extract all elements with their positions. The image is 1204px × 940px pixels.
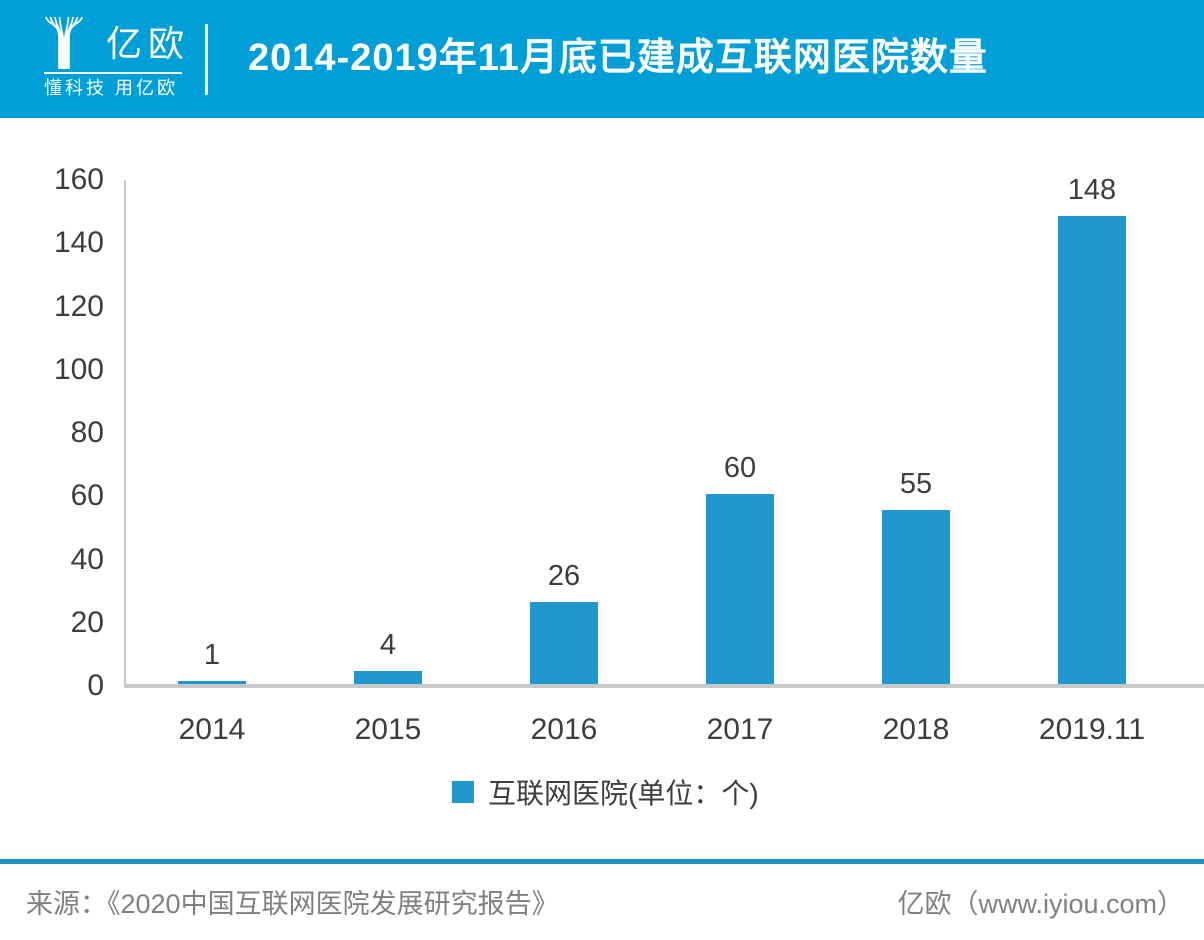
bar-2016 [530, 602, 598, 684]
x-axis-line [124, 684, 1204, 688]
chart-legend: 互联网医院(单位：个) [452, 772, 759, 812]
y-axis-tick-label: 100 [53, 352, 104, 386]
x-axis-tick-label: 2017 [706, 713, 774, 746]
bar-2019.11 [1058, 216, 1126, 684]
bar-value-label: 148 [1067, 174, 1117, 206]
bar-chart: 互联网医院(单位：个) 0 20 40 60 80 100 120 140 160 1 2014 4 2… [0, 118, 1204, 848]
x-axis-tick-label: 2019.11 [1038, 713, 1146, 746]
bar-2014 [178, 681, 246, 684]
x-axis-tick-label: 2015 [354, 713, 422, 746]
iyiou-logo-icon [45, 16, 83, 69]
bar-2015 [354, 671, 422, 684]
logo-wordmark: 亿欧 [106, 23, 191, 64]
x-axis-tick-label: 2018 [882, 713, 950, 746]
header-banner: 亿欧 懂科技 用亿欧 2014-2019年11月底已建成互联网医院数量 [0, 0, 1204, 118]
bar-2017 [706, 494, 774, 684]
bar-value-label: 26 [547, 560, 581, 592]
logo-underline [44, 72, 182, 74]
bar-value-label: 4 [379, 629, 397, 661]
x-axis-tick-label: 2014 [178, 713, 246, 746]
y-axis-tick-label: 160 [53, 163, 104, 196]
brand-url-text: 亿欧（www.iyiou.com） [897, 889, 1184, 919]
bar-value-label: 60 [723, 452, 757, 484]
y-axis-line [124, 180, 126, 688]
legend-color-swatch [452, 781, 474, 803]
source-text: 来源：《2020中国互联网医院发展研究报告》 [26, 889, 559, 919]
y-axis-tick-label: 80 [70, 416, 104, 449]
y-axis-tick-label: 0 [87, 669, 104, 702]
logo-tagline: 懂科技 用亿欧 [44, 78, 179, 98]
y-axis-tick-label: 120 [53, 289, 104, 323]
x-axis-tick-label: 2016 [530, 713, 598, 746]
footer-divider [0, 859, 1204, 864]
y-axis-tick-label: 20 [70, 605, 104, 639]
y-axis-tick-label: 140 [53, 226, 104, 260]
bar-value-label: 55 [899, 468, 933, 500]
legend-label: 互联网医院(单位：个) [488, 778, 759, 809]
bar-2018 [882, 510, 950, 684]
header-divider [205, 24, 208, 95]
page-title: 2014-2019年11月底已建成互联网医院数量 [248, 37, 988, 79]
bar-value-label: 1 [203, 639, 221, 671]
y-axis-tick-label: 60 [70, 479, 104, 513]
y-axis-tick-label: 40 [70, 542, 104, 576]
